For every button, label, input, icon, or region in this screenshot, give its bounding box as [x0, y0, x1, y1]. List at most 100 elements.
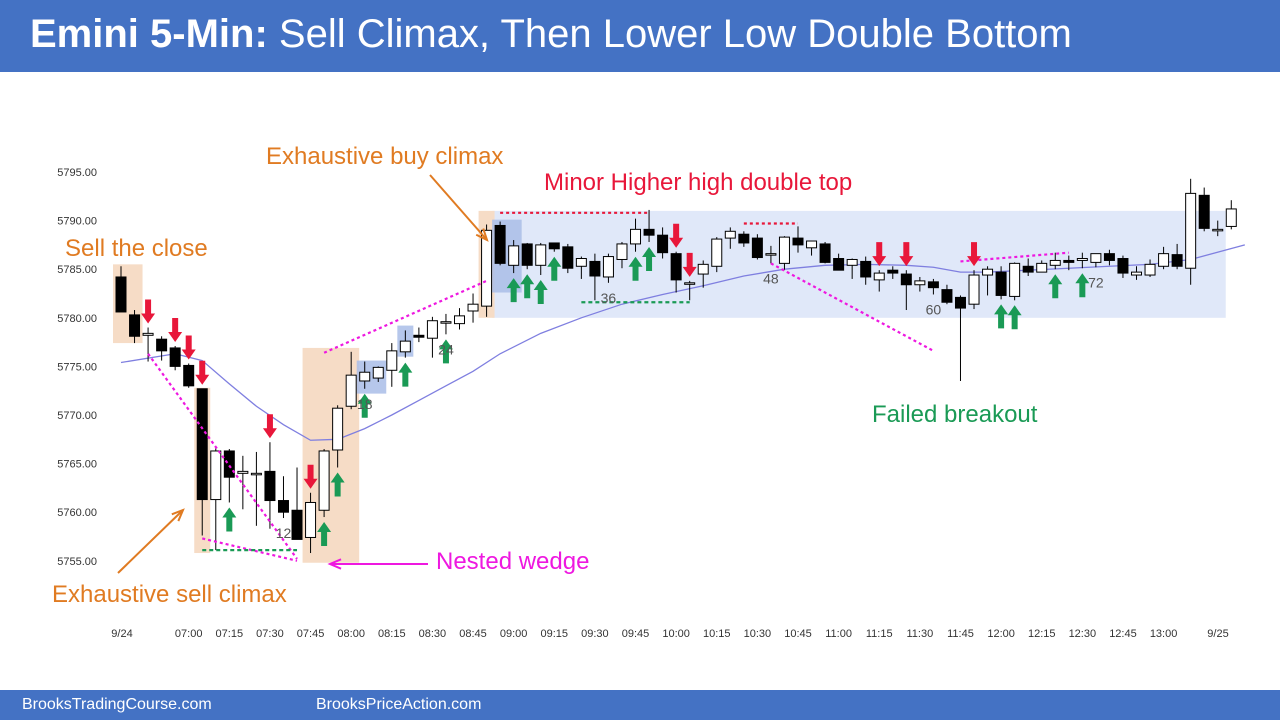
- candle-body: [968, 274, 980, 305]
- candle: [1225, 200, 1237, 230]
- footer-bar: BrooksTradingCourse.com BrooksPriceActio…: [0, 690, 1280, 720]
- candle: [982, 266, 994, 296]
- candle-body: [738, 233, 750, 244]
- candle-body: [521, 243, 533, 266]
- x-tick-label: 9/24: [111, 628, 132, 640]
- candle-body: [399, 340, 411, 353]
- candle-body: [494, 224, 506, 264]
- candle-body: [887, 269, 899, 274]
- candle: [792, 226, 804, 253]
- candle: [819, 241, 831, 264]
- x-tick-label: 12:15: [1028, 628, 1056, 640]
- candle: [535, 242, 547, 276]
- candle: [562, 243, 574, 274]
- footer-link-brookstradingcourse[interactable]: BrooksTradingCourse.com: [22, 696, 212, 713]
- candle: [778, 236, 790, 271]
- candle: [291, 467, 303, 540]
- candle-body: [914, 280, 926, 286]
- buy-signal-arrow: [1075, 273, 1090, 298]
- sell-signal-arrow: [669, 223, 684, 248]
- bar-count-label: 60: [926, 301, 942, 317]
- candle: [751, 234, 763, 260]
- candle: [1103, 249, 1115, 266]
- candle: [724, 227, 736, 249]
- candle-body: [413, 334, 425, 338]
- candle: [995, 266, 1007, 300]
- candle-body: [129, 314, 141, 337]
- candle: [129, 310, 141, 344]
- candle: [277, 476, 289, 519]
- candle-body: [751, 237, 763, 259]
- x-tick-label: 12:00: [987, 628, 1015, 640]
- wedge-channel-line-upper: [147, 353, 298, 560]
- candle-body: [900, 273, 912, 286]
- buy-signal-arrow: [330, 472, 345, 497]
- signal-arrows: [141, 223, 1090, 547]
- candle-body: [1212, 228, 1224, 232]
- candle-body: [1036, 262, 1048, 273]
- candle-body: [982, 268, 994, 276]
- candle: [548, 242, 560, 252]
- candle: [372, 366, 384, 382]
- candle: [156, 336, 168, 361]
- y-tick-label: 5760.00: [57, 507, 97, 519]
- candle-body: [819, 243, 831, 263]
- candle-body: [115, 276, 127, 313]
- buy-signal-arrow: [438, 339, 453, 364]
- candle-body: [332, 407, 344, 451]
- candle-body: [778, 236, 790, 264]
- buy-signal-arrow: [547, 256, 562, 281]
- candle: [968, 270, 980, 310]
- candle-body: [954, 296, 966, 309]
- candle: [426, 316, 438, 358]
- candle: [467, 293, 479, 323]
- candle: [1049, 252, 1061, 270]
- x-tick-label: 09:45: [622, 628, 650, 640]
- candle: [115, 266, 127, 313]
- candle: [305, 492, 317, 554]
- candle: [1036, 260, 1048, 273]
- final-flag-line: [960, 251, 1069, 263]
- candle-body: [806, 240, 818, 249]
- y-tick-label: 5775.00: [57, 361, 97, 373]
- candle: [1063, 255, 1075, 271]
- candle: [386, 343, 398, 387]
- buy-signal-arrow: [520, 274, 535, 299]
- buy-signal-arrow: [222, 507, 237, 532]
- candle: [196, 388, 208, 536]
- x-tick-label: 08:00: [337, 628, 365, 640]
- candle: [210, 448, 222, 551]
- annotations: Sell the close Exhaustive buy climax Min…: [52, 143, 1038, 608]
- x-tick-label: 11:15: [866, 628, 893, 640]
- bar-count-label: 48: [763, 270, 779, 286]
- title-bar: Emini 5-Min: Sell Climax, Then Lower Low…: [0, 0, 1280, 72]
- candle-body: [467, 303, 479, 312]
- candle-body: [562, 246, 574, 269]
- candle-body: [1009, 262, 1021, 297]
- y-tick-label: 5770.00: [57, 410, 97, 422]
- x-tick-label: 13:00: [1150, 628, 1178, 640]
- candle: [589, 253, 601, 301]
- footer-link-brookspriceaction[interactable]: BrooksPriceAction.com: [316, 696, 482, 713]
- sell-signal-arrow: [141, 299, 156, 324]
- wedge-channel-line-lower: [201, 537, 298, 562]
- candle-body: [1076, 258, 1088, 261]
- candle-body: [1158, 253, 1170, 267]
- candle: [616, 241, 628, 269]
- candle: [1144, 259, 1156, 277]
- x-tick-label: 08:45: [459, 628, 487, 640]
- y-tick-label: 5765.00: [57, 459, 97, 471]
- sell-signal-arrow: [682, 252, 697, 277]
- candle-body: [1171, 254, 1183, 267]
- candle-body: [386, 350, 398, 371]
- y-tick-label: 5790.00: [57, 216, 97, 228]
- sell-signal-arrow: [181, 335, 196, 360]
- sell-climax-pointer-head: [171, 508, 185, 522]
- x-tick-label: 09:15: [541, 628, 569, 640]
- candle: [900, 270, 912, 311]
- candle-body: [616, 243, 628, 260]
- candle-body: [1185, 192, 1197, 269]
- candle: [1158, 246, 1170, 270]
- candle: [440, 313, 452, 335]
- buy-signal-arrow: [994, 304, 1009, 329]
